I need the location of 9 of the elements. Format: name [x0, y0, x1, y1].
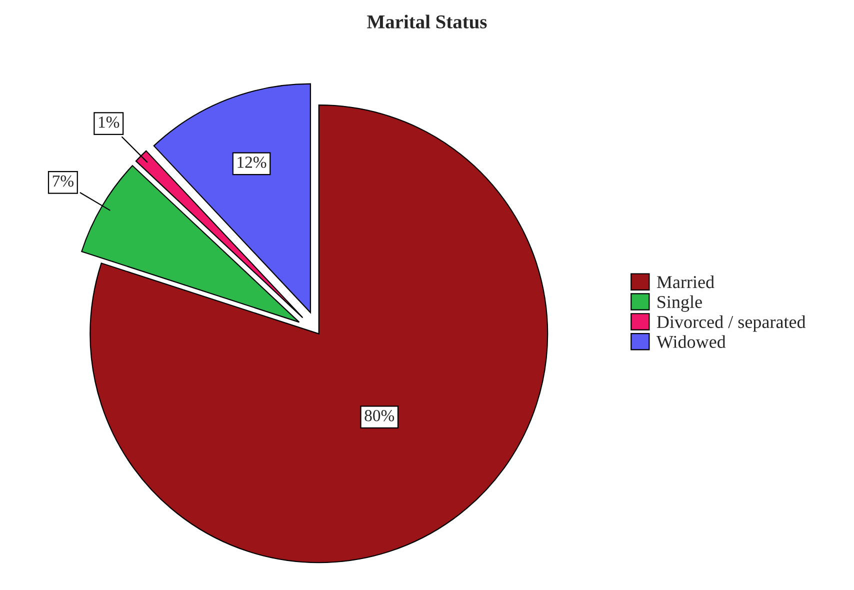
- legend-label: Single: [658, 295, 702, 312]
- data-label: 12%: [238, 156, 266, 168]
- data-label: 80%: [364, 410, 394, 422]
- legend-label: Married: [656, 275, 714, 288]
- data-label: 1%: [98, 116, 120, 128]
- legend-label: Divorced / separated: [656, 315, 806, 332]
- chart-title: Marital Status: [367, 14, 487, 28]
- legend-label: Widowed: [656, 335, 726, 348]
- data-label: 7%: [52, 175, 74, 187]
